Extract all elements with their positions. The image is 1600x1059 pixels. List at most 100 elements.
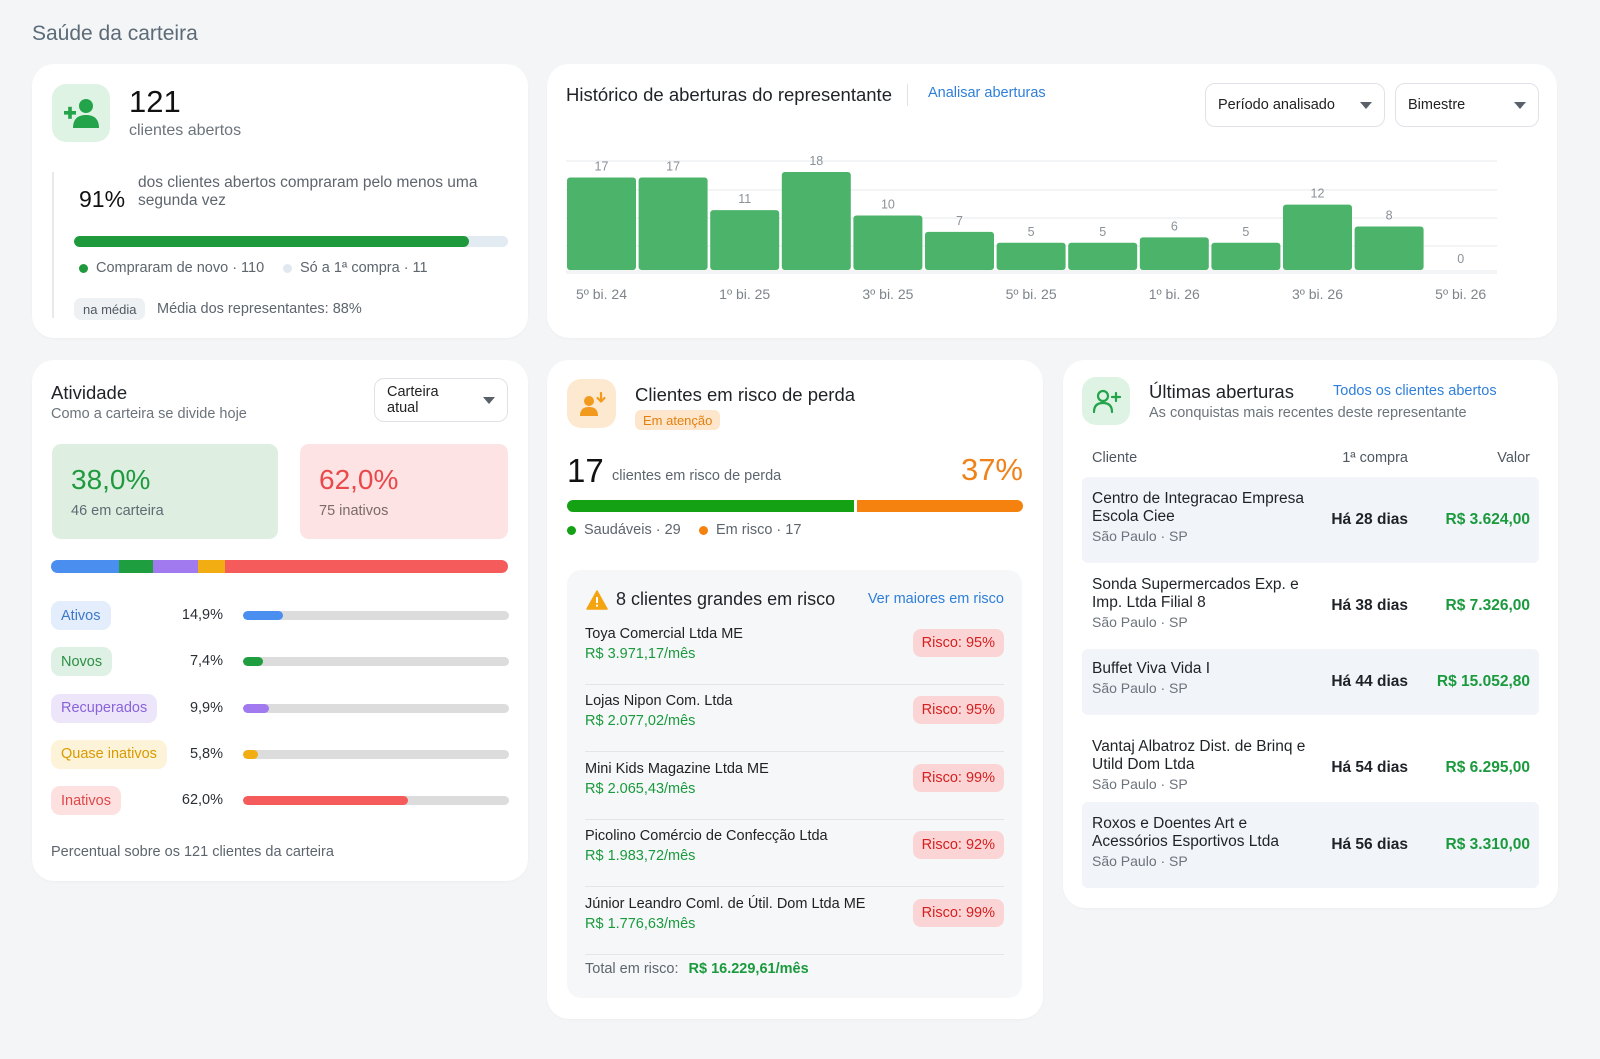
col-client-header: Cliente <box>1092 450 1138 466</box>
history-title: Histórico de aberturas do representante <box>566 84 892 105</box>
opening-row[interactable]: Centro de Integracao Empresa Escola Ciee… <box>1082 477 1539 563</box>
risk-client-item[interactable]: Lojas Nipon Com. Ltda R$ 2.077,02/mês Risc… <box>585 684 1004 753</box>
risk-client-value: R$ 3.971,17/mês <box>585 646 696 662</box>
granularity-select-value: Bimestre <box>1408 97 1466 113</box>
opening-row[interactable]: Sonda Supermercados Exp. e Imp. Ltda Fil… <box>1082 563 1539 649</box>
history-x-tick: 1º bi. 26 <box>1149 286 1200 302</box>
risk-client-item[interactable]: Picolino Comércio de Confecção Ltda R$ 1.… <box>585 819 1004 888</box>
segment-pill[interactable]: Novos <box>51 647 113 677</box>
legend-healthy-label: Saudáveis · 29 <box>584 522 681 538</box>
all-opened-clients-link[interactable]: Todos os clientes abertos <box>1333 383 1497 399</box>
risk-total-value: R$ 16.229,61/mês <box>688 961 809 977</box>
repeat-progress-track <box>74 236 508 247</box>
risk-client-name: Mini Kids Magazine Ltda ME <box>585 760 769 777</box>
risk-badge: Risco: 95% <box>912 629 1004 657</box>
segment-fill <box>243 796 408 806</box>
period-select-value: Período analisado <box>1218 97 1335 113</box>
segment-label: Ativos <box>61 607 101 624</box>
history-bar <box>567 177 636 270</box>
segment-pill[interactable]: Inativos <box>51 786 121 816</box>
risk-client-item[interactable]: Mini Kids Magazine Ltda ME R$ 2.065,43/mê… <box>585 752 1004 820</box>
segment-percent: 14,9% <box>181 607 223 623</box>
opened-label: clientes abertos <box>129 122 242 139</box>
history-bar <box>638 177 708 270</box>
opening-first-purchase: Há 38 dias <box>1331 597 1408 614</box>
inactive-label: 75 inativos <box>319 503 389 519</box>
opening-client-name: Vantaj Albatroz Dist. de Brinq e Utild D… <box>1092 738 1306 773</box>
granularity-select[interactable]: Bimestre <box>1395 83 1539 127</box>
segment-pill[interactable]: Ativos <box>51 601 111 630</box>
active-percent: 38,0% <box>71 464 151 495</box>
history-bar-label: 5 <box>1242 225 1249 239</box>
risk-count: 17 <box>567 452 604 489</box>
segment-pill[interactable]: Recuperados <box>51 693 158 723</box>
history-bar <box>1283 204 1352 270</box>
opening-value: R$ 6.295,00 <box>1445 759 1530 776</box>
history-x-tick: 5º bi. 25 <box>1006 286 1057 302</box>
opening-client-location: São Paulo · SP <box>1092 680 1188 696</box>
risk-client-item[interactable]: Toya Comercial Ltda ME R$ 3.971,17/mês Ris… <box>585 617 1004 685</box>
legend-risk: Em risco · 17 <box>699 522 801 538</box>
risk-card: Clientes em risco de perda Em atenção 17… <box>547 360 1043 1019</box>
risk-total-label: Total em risco: <box>585 961 679 977</box>
opening-client-location: São Paulo · SP <box>1092 614 1188 630</box>
segment-track <box>243 657 509 667</box>
latest-openings-card: Últimas aberturas Todos os clientes aber… <box>1063 360 1558 908</box>
stacked-segment <box>198 560 225 573</box>
history-bar <box>1139 237 1209 270</box>
stacked-segment <box>51 560 120 573</box>
opening-client-location: São Paulo · SP <box>1092 776 1188 792</box>
history-bar <box>1068 242 1138 270</box>
inactive-percent: 62,0% <box>319 464 399 495</box>
repeat-text: dos clientes abertos compraram pelo meno… <box>138 174 478 209</box>
user-plus-icon <box>1082 377 1130 425</box>
history-bar <box>781 172 851 270</box>
opening-client-name: Sonda Supermercados Exp. e Imp. Ltda Fil… <box>1092 576 1299 611</box>
analyze-openings-link[interactable]: Analisar aberturas <box>928 85 1046 101</box>
activity-stacked-bar <box>51 560 508 573</box>
segment-label: Recuperados <box>61 700 148 717</box>
risk-attention-badge: Em atenção <box>635 410 721 430</box>
segment-pill[interactable]: Quase inativos <box>51 739 167 769</box>
history-bar-label: 10 <box>881 198 895 212</box>
opening-row[interactable]: Vantaj Albatroz Dist. de Brinq e Utild D… <box>1082 725 1539 811</box>
history-x-tick: 3º bi. 25 <box>862 286 913 302</box>
portfolio-select[interactable]: Carteira atual <box>374 378 508 422</box>
segment-fill <box>243 657 263 667</box>
history-bar-label: 17 <box>595 159 609 173</box>
activity-title: Atividade <box>51 382 128 403</box>
legend-repeat: Compraram de novo · 110 <box>79 260 264 276</box>
opening-client-name: Roxos e Doentes Art e Acessórios Esporti… <box>1092 815 1279 850</box>
risk-client-name: Júnior Leandro Coml. de Útil. Dom Ltda M… <box>585 895 866 912</box>
history-bar-label: 5 <box>1099 225 1106 239</box>
segment-fill <box>243 749 259 759</box>
opening-client-location: São Paulo · SP <box>1092 853 1188 869</box>
period-select[interactable]: Período analisado <box>1205 83 1385 127</box>
segment-fill <box>243 703 270 713</box>
chevron-down-icon <box>1360 101 1372 109</box>
risk-total: Total em risco: R$ 16.229,61/mês <box>585 961 809 977</box>
segment-track <box>243 749 509 759</box>
segment-track <box>243 796 509 806</box>
opening-value: R$ 7.326,00 <box>1445 597 1530 614</box>
chevron-down-icon <box>483 396 495 404</box>
avg-text: Média dos representantes: 88% <box>157 301 362 317</box>
active-summary-box: 38,0% 46 em carteira <box>52 444 278 539</box>
opening-row[interactable]: Roxos e Doentes Art e Acessórios Esporti… <box>1082 802 1539 888</box>
risk-client-item[interactable]: Júnior Leandro Coml. de Útil. Dom Ltda M… <box>585 887 1004 955</box>
stacked-segment <box>152 560 199 573</box>
risk-client-name: Picolino Comércio de Confecção Ltda <box>585 828 828 845</box>
opening-row[interactable]: Buffet Viva Vida I São Paulo · SP Há 44 di… <box>1082 649 1539 715</box>
opening-first-purchase: Há 44 dias <box>1331 673 1408 690</box>
inactive-summary-box: 62,0% 75 inativos <box>300 444 508 539</box>
activity-card: Atividade Como a carteira se divide hoje… <box>32 360 528 881</box>
history-bar-label: 7 <box>956 214 963 228</box>
legend-first-label: Só a 1ª compra · 11 <box>300 260 428 276</box>
stacked-segment <box>119 560 153 573</box>
history-bar-label: 11 <box>738 192 751 206</box>
segment-label: Quase inativos <box>61 746 157 763</box>
see-biggest-risk-link[interactable]: Ver maiores em risco <box>867 591 1004 607</box>
opening-first-purchase: Há 54 dias <box>1331 759 1408 776</box>
history-bar-label: 17 <box>666 159 680 173</box>
risk-title: Clientes em risco de perda <box>635 384 856 405</box>
